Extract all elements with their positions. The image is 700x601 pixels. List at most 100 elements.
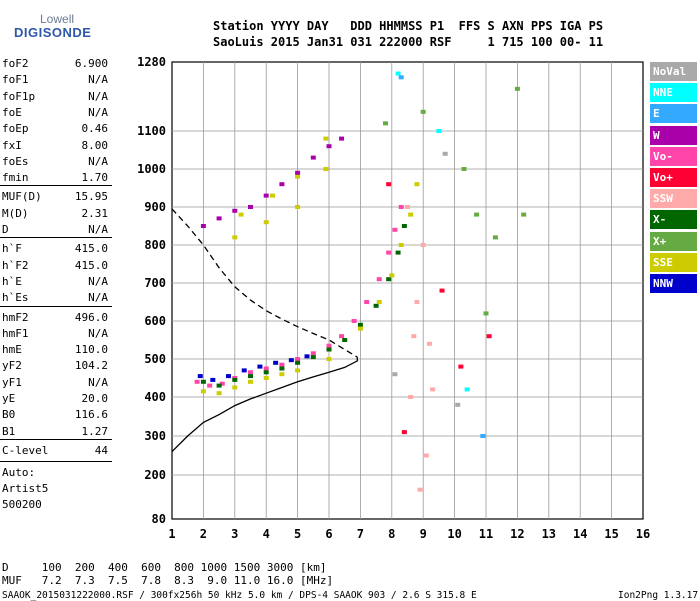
echo-point-w [263, 193, 269, 198]
echo-point-nnw [257, 364, 263, 369]
param-name: h`Es [2, 291, 29, 305]
echo-point-sse [295, 368, 301, 373]
echo-point-ssw [405, 205, 410, 209]
echo-point-x- [514, 86, 520, 91]
y-tick-label: 300 [144, 429, 166, 443]
y-tick-label: 500 [144, 352, 166, 366]
echo-point-sse [269, 193, 275, 198]
param-value: 2.31 [81, 206, 109, 220]
echo-point-sse [216, 391, 222, 396]
echo-point-nnw [273, 360, 279, 365]
param-value: N/A [88, 73, 108, 87]
density-profiles [171, 208, 358, 453]
echo-point-nne [395, 71, 401, 76]
echo-point-sse [263, 376, 269, 380]
param-name: B1 [2, 424, 16, 438]
profile-solid-line [171, 357, 358, 453]
param-name: foE [2, 105, 22, 119]
x-tick-label: 15 [604, 527, 618, 541]
header-row-1: Station YYYY DAY DDD HHMMSS P1 FFS S AXN… [213, 19, 604, 33]
y-tick-label: 1000 [137, 162, 166, 176]
x-tick-label: 12 [510, 527, 524, 541]
logo-digisonde: DIGISONDE [14, 25, 92, 40]
x-tick-label: 2 [200, 527, 207, 541]
param-divider [0, 438, 112, 440]
parameter-panel: foF2 6.900 foF1 N/A foF1p N/A foE N/A foEp 0.46 fx… [0, 0, 112, 540]
echo-point-sse [408, 212, 414, 217]
echo-point-vo- [458, 364, 464, 369]
x-tick-label: 10 [447, 527, 461, 541]
legend-item-noval: NoVal [650, 62, 697, 81]
echo-point-x- [263, 370, 269, 375]
param-name: h`F2 [2, 258, 29, 272]
logo-lowell: Lowell [40, 12, 75, 26]
echo-point-sse [414, 182, 420, 187]
echo-point-nnw [197, 374, 203, 379]
x-tick-label: 11 [479, 527, 493, 541]
param-name: yF2 [2, 359, 22, 373]
echo-point-sse [323, 136, 329, 141]
echo-point-x- [216, 383, 222, 388]
echo-point-vo- [263, 366, 269, 371]
echo-point-x- [521, 212, 527, 217]
echo-point-sse [232, 235, 238, 240]
param-value: 116.6 [74, 408, 108, 422]
param-name: C-level [2, 443, 49, 457]
echo-point-x- [200, 379, 206, 384]
x-axis-ticks: 1 2 3 4 5 6 7 8 9 10 11 12 13 14 15 16 [168, 527, 650, 541]
auto-scaling-line3: 500200 [2, 498, 42, 512]
param-name: hmF1 [2, 326, 29, 340]
x-tick-label: 1 [168, 527, 175, 541]
echo-point-w [200, 224, 206, 228]
echo-point-vo- [386, 250, 392, 255]
param-divider [0, 185, 112, 187]
echo-point-vo- [310, 351, 316, 356]
echo-point-ssw [430, 387, 436, 392]
echo-point-vo- [207, 383, 213, 388]
echo-point-sse [398, 243, 404, 247]
echo-point-vo- [401, 430, 407, 435]
legend-item-ssw: SSW [650, 189, 697, 209]
echo-point-vo- [219, 381, 225, 386]
echo-point-sse [357, 326, 363, 331]
y-tick-label: 400 [144, 390, 166, 404]
echo-point-sse [295, 205, 301, 209]
x-tick-label: 16 [636, 527, 650, 541]
echo-point-sse [238, 212, 244, 217]
legend-item-nne: NNE [650, 83, 697, 103]
echo-point-x- [474, 212, 480, 217]
param-name: fxI [2, 138, 22, 152]
param-name: hmE [2, 343, 22, 357]
echo-point-w [248, 205, 253, 209]
echo-point-nne [436, 129, 442, 133]
param-value: N/A [88, 375, 108, 389]
echo-point-w [295, 170, 301, 175]
x-tick-label: 7 [357, 527, 364, 541]
echo-point-ssw [411, 334, 417, 339]
param-name: D [2, 223, 9, 236]
param-value: 415.0 [74, 242, 108, 256]
echo-point-e [480, 434, 486, 438]
param-value: 20.0 [81, 392, 109, 405]
echo-point-vo- [439, 288, 445, 293]
echo-point-x- [295, 360, 301, 365]
echo-point-vo- [326, 343, 332, 348]
footer-version: Ion2Png 1.3.17 [618, 590, 699, 601]
echo-point-x- [401, 224, 407, 228]
legend-item-e: E [650, 104, 697, 124]
echo-point-sse [279, 372, 285, 377]
echo-point-vo- [248, 370, 253, 375]
echo-point-x- [483, 311, 489, 316]
echo-point-x- [357, 322, 363, 327]
legend-item-w: W [650, 125, 697, 145]
param-value: N/A [88, 89, 108, 103]
param-name: M(D) [2, 206, 29, 220]
param-divider [0, 305, 112, 307]
echo-point-ssw [423, 453, 429, 458]
x-tick-label: 4 [263, 527, 270, 541]
param-name: foEp [2, 122, 29, 136]
legend-item-nnw: NNW [650, 274, 697, 293]
auto-scaling-line2: Artist5 [2, 482, 49, 496]
header-row-2: SaoLuis 2015 Jan31 031 222000 RSF 1 715 … [213, 35, 604, 49]
echo-point-sse [200, 389, 206, 394]
